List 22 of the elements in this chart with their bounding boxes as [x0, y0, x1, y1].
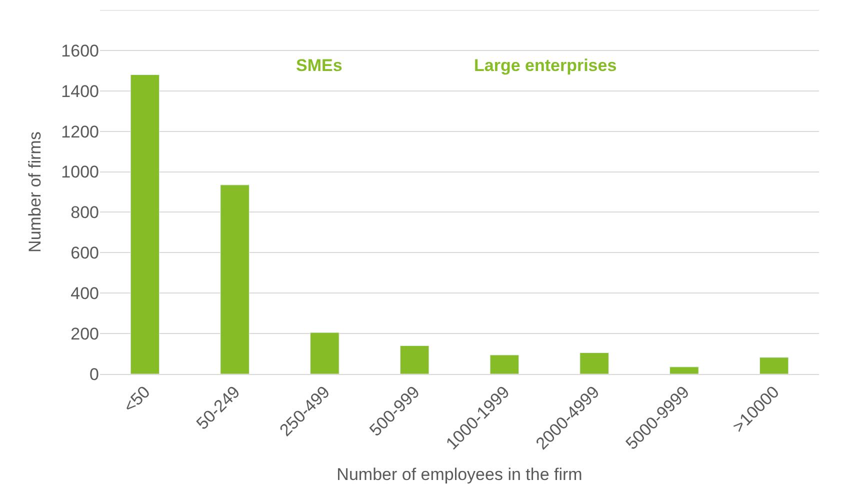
y-tick-label: 400: [70, 284, 99, 304]
x-axis-title: Number of employees in the firm: [336, 464, 582, 484]
y-tick-label: 200: [70, 324, 99, 344]
bar: [670, 366, 699, 374]
bar: [310, 332, 340, 374]
annotation: SMEs: [296, 56, 342, 75]
bar: [490, 354, 520, 374]
y-tick-label: 600: [70, 244, 99, 263]
bar: [759, 357, 789, 374]
y-tick-label: 0: [90, 364, 99, 384]
bar: [130, 74, 160, 374]
y-tick-label: 1400: [61, 82, 99, 101]
y-tick-label: 800: [70, 203, 99, 222]
bar: [400, 345, 430, 374]
y-tick-label: 1200: [61, 122, 99, 142]
annotation: Large enterprises: [474, 56, 617, 75]
y-tick-label: 1000: [61, 162, 99, 182]
x-tick-label: <50: [120, 382, 154, 416]
bar: [220, 184, 250, 374]
y-tick-label: 1600: [61, 41, 99, 60]
bar: [580, 352, 609, 374]
y-axis-title: Number of firms: [26, 132, 45, 252]
